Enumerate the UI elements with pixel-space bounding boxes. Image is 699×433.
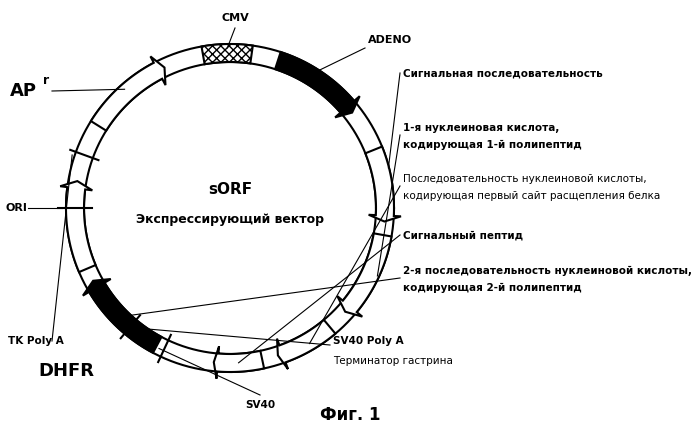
Text: 1-я нуклеиновая кислота,: 1-я нуклеиновая кислота, (403, 123, 559, 133)
Polygon shape (277, 320, 336, 369)
Text: Сигнальная последовательность: Сигнальная последовательность (403, 68, 603, 78)
Text: ORI: ORI (5, 203, 27, 213)
Polygon shape (60, 181, 96, 272)
Text: AP: AP (10, 82, 37, 100)
Text: Терминатор гастрина: Терминатор гастрина (333, 356, 453, 366)
Text: кодирующая первый сайт расщепления белка: кодирующая первый сайт расщепления белка (403, 191, 661, 201)
Polygon shape (83, 279, 161, 353)
Polygon shape (366, 146, 401, 222)
Text: Сигнальный пептид: Сигнальный пептид (403, 230, 523, 240)
Text: sORF: sORF (208, 182, 252, 197)
Text: 2-я последовательность нуклеиновой кислоты,: 2-я последовательность нуклеиновой кисло… (403, 266, 692, 276)
Polygon shape (338, 233, 391, 317)
Text: Экспрессирующий вектор: Экспрессирующий вектор (136, 213, 324, 226)
Text: r: r (43, 74, 49, 87)
Polygon shape (214, 346, 264, 379)
Polygon shape (201, 44, 253, 64)
Polygon shape (275, 52, 360, 117)
Text: Фиг. 1: Фиг. 1 (319, 406, 380, 424)
Text: CMV: CMV (221, 13, 249, 23)
Text: ADENO: ADENO (368, 35, 412, 45)
Text: кодирующая 1-й полипептид: кодирующая 1-й полипептид (403, 140, 582, 150)
Text: кодирующая 2-й полипептид: кодирующая 2-й полипептид (403, 283, 582, 293)
Text: SV40 Poly A: SV40 Poly A (333, 336, 403, 346)
Text: SV40: SV40 (245, 400, 275, 410)
Polygon shape (91, 56, 166, 131)
Text: DHFR: DHFR (38, 362, 94, 380)
Text: TK Poly A: TK Poly A (8, 336, 64, 346)
Text: Последовательность нуклеиновой кислоты,: Последовательность нуклеиновой кислоты, (403, 174, 647, 184)
